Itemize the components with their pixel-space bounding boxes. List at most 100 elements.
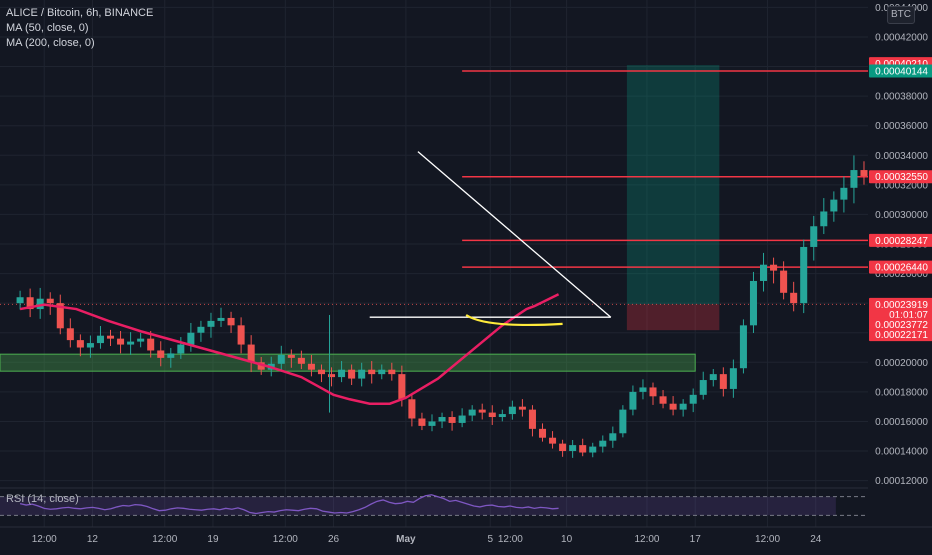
- candle-body: [46, 298, 54, 304]
- candle-body: [518, 406, 526, 410]
- candle-body: [649, 387, 657, 397]
- time-tick-label: 10: [561, 534, 573, 545]
- long-position-box[interactable]: [626, 65, 720, 331]
- time-tick-label: 17: [690, 534, 702, 545]
- candle-body: [830, 199, 838, 212]
- candle-body: [358, 369, 366, 379]
- candle-body: [117, 338, 125, 345]
- time-axis[interactable]: 12:00 12 12:00 19 12:00 26 May 5 12:00 10 12:00 17 1…: [0, 526, 932, 550]
- rsi-legend[interactable]: RSI (14, close): [6, 493, 79, 505]
- candle-body: [549, 437, 557, 444]
- candle-body: [106, 335, 115, 339]
- candle-body: [729, 368, 737, 389]
- highlight-curve[interactable]: [465, 314, 563, 327]
- time-tick-label: 26: [328, 534, 340, 545]
- price-label-text[interactable]: 0.00040144: [875, 66, 928, 77]
- candle-body: [760, 264, 768, 281]
- candle-body: [388, 369, 396, 375]
- price-label-tag[interactable]: [869, 307, 932, 321]
- candle-body: [488, 412, 496, 418]
- time-tick-label: 12:00: [273, 534, 298, 545]
- candle-body: [790, 292, 798, 304]
- candle-body: [36, 298, 44, 310]
- candle-body: [508, 406, 516, 415]
- candle-body: [679, 403, 687, 410]
- candle-body: [739, 325, 747, 369]
- time-tick-label: 12:00: [498, 534, 523, 545]
- candle-body: [398, 374, 406, 400]
- ma200-legend[interactable]: MA (200, close, 0): [6, 37, 95, 49]
- candle-body: [770, 264, 778, 271]
- price-label-tag[interactable]: [869, 233, 932, 247]
- price-label-tag[interactable]: [869, 260, 932, 274]
- price-axis[interactable]: 0.000440000.000420000.000400000.00038000…: [868, 0, 932, 527]
- candle-body: [569, 445, 577, 452]
- candle-body: [589, 446, 597, 453]
- candle-body: [428, 421, 436, 426]
- candle-body: [187, 332, 195, 345]
- time-tick-label: 24: [810, 534, 822, 545]
- candle-body: [840, 187, 848, 200]
- price-label-text[interactable]: 01:01:07: [889, 310, 928, 321]
- price-label-tag[interactable]: [869, 170, 932, 184]
- time-tick-label: 12:00: [634, 534, 659, 545]
- candle-body: [629, 391, 637, 410]
- price-tick-label: 0.00032000: [875, 180, 928, 191]
- price-label-tag[interactable]: [869, 64, 932, 78]
- candle-body: [378, 369, 386, 375]
- candle-body: [538, 428, 547, 438]
- candle-body: [528, 409, 536, 429]
- price-label-text[interactable]: 0.00022171: [875, 330, 928, 341]
- candle-body: [227, 317, 235, 326]
- time-axis-bg: [0, 527, 932, 550]
- price-tick-label: 0.00034000: [875, 151, 928, 162]
- price-tick-label: 0.00012000: [875, 476, 928, 487]
- candle-body: [719, 374, 727, 389]
- price-label-text[interactable]: 0.00032550: [875, 172, 928, 183]
- candle-body: [16, 297, 24, 304]
- candles: [16, 155, 932, 458]
- price-tick-label: 0.00030000: [875, 210, 928, 221]
- candle-body: [438, 417, 446, 422]
- candle-body: [579, 445, 587, 453]
- candle-body: [709, 374, 717, 381]
- price-tick-label: 0.00036000: [875, 121, 928, 132]
- stop-zone[interactable]: [626, 304, 720, 331]
- price-tick-label: 0.00020000: [875, 358, 928, 369]
- candle-body: [287, 354, 295, 358]
- candle-body: [810, 226, 818, 247]
- rsi-line: [19, 494, 559, 515]
- price-label-tag[interactable]: [869, 328, 932, 342]
- price-label-text[interactable]: 0.00028247: [875, 236, 928, 247]
- candle-body: [820, 211, 828, 227]
- price-tick-label: 0.00016000: [875, 417, 928, 428]
- price-label-text[interactable]: 0.00026440: [875, 263, 928, 274]
- price-label-text[interactable]: 0.00023919: [875, 300, 928, 311]
- candle-body: [26, 297, 34, 310]
- ma50-legend[interactable]: MA (50, close, 0): [6, 22, 89, 34]
- drawings[interactable]: [369, 151, 612, 327]
- currency-button[interactable]: BTC: [887, 6, 915, 24]
- candle-body: [458, 415, 466, 423]
- profit-zone[interactable]: [626, 65, 720, 305]
- candle-body: [498, 414, 506, 418]
- candle-body: [197, 326, 205, 333]
- time-tick-label: 19: [207, 534, 219, 545]
- time-tick-label: 12:00: [152, 534, 177, 545]
- price-label-tag[interactable]: [869, 317, 932, 331]
- resistance-lines[interactable]: [0, 70, 868, 305]
- time-tick-label: 12:00: [755, 534, 780, 545]
- candle-body: [86, 343, 94, 348]
- candle-body: [800, 246, 808, 304]
- candle-body: [418, 418, 426, 426]
- price-tick-label: 0.00026000: [875, 269, 928, 280]
- candle-body: [448, 417, 456, 423]
- price-label-tag[interactable]: [869, 297, 932, 311]
- support-zone: [0, 353, 696, 372]
- time-tick-label: 12: [87, 534, 99, 545]
- candle-body: [689, 394, 697, 404]
- descending-trendline[interactable]: [417, 151, 612, 318]
- price-label-text[interactable]: 0.00023772: [875, 320, 928, 331]
